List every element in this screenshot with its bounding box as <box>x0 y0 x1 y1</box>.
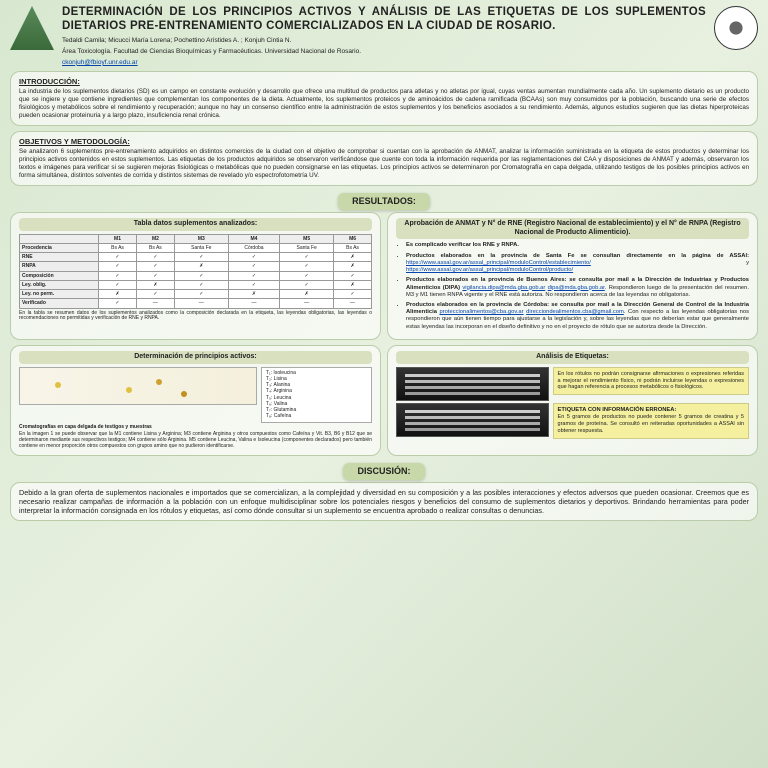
title-block: DETERMINACIÓN DE LOS PRINCIPIOS ACTIVOS … <box>62 6 706 67</box>
table-row: RNE✓✓✓✓✓✗ <box>20 253 372 262</box>
table-row: Ley. no perm.✗✓✓✗✗✓ <box>20 290 372 299</box>
chrom-caption: Cromatografías en capa delgada de testig… <box>19 424 152 430</box>
anmat-bullet-1: Es complicado verificar los RNE y RNPA. <box>406 242 749 249</box>
university-logo-icon <box>714 6 758 50</box>
intro-text: La industria de los suplementos dietario… <box>19 88 749 119</box>
anmat-title: Aprobación de ANMAT y N° de RNE (Registr… <box>396 218 749 240</box>
label-warning-2: ETIQUETA CON INFORMACIÓN ERRONEA:En 5 gr… <box>553 403 749 439</box>
affiliation-line: Área Toxicología. Facultad de Ciencias B… <box>62 48 706 56</box>
anmat-bullet-2: Productos elaborados en la provincia de … <box>406 253 749 275</box>
discussion-banner: DISCUSIÓN: <box>343 463 424 480</box>
poster-title: DETERMINACIÓN DE LOS PRINCIPIOS ACTIVOS … <box>62 6 706 34</box>
labels-title: Análisis de Etiquetas: <box>396 351 749 364</box>
objectives-section: OBJETIVOS Y METODOLOGÍA: Se analizaron 6… <box>10 131 758 186</box>
label-warning-1: En los rótulos no podrán consignarse afi… <box>553 367 749 396</box>
authors-line: Tedaldi Camila; Micucci María Lorena; Po… <box>62 37 706 45</box>
table-header: M5 <box>280 234 334 243</box>
faculty-logo-icon <box>10 6 54 50</box>
chromatography-legend: T₁: IsoleucinaT₂: LisinaT₃: AlaninaT₄: A… <box>261 367 372 423</box>
label-photo-1 <box>396 367 549 401</box>
discussion-section: Debido a la gran oferta de suplementos n… <box>10 482 758 521</box>
table-header: M3 <box>174 234 228 243</box>
table-row: Ley. oblig.✓✗✓✓✓✗ <box>20 280 372 289</box>
table-row: ProcedenciaBs AsBs AsSanta FeCórdobaSant… <box>20 243 372 252</box>
labels-panel: Análisis de Etiquetas: En los rótulos no… <box>387 345 758 456</box>
chromatography-panel: Determinación de principios activos: T₁:… <box>10 345 381 456</box>
table-row: Composición✓✓✓✓✓✓ <box>20 271 372 280</box>
table-row: RNPA✓✓✗✓✓✗ <box>20 262 372 271</box>
table-panel: Tabla datos suplementos analizados: M1M2… <box>10 212 381 340</box>
intro-heading: INTRODUCCIÓN: <box>19 77 749 86</box>
table-header: M6 <box>334 234 372 243</box>
table-footnote: En la tabla se resumen datos de los supl… <box>19 311 372 323</box>
label-photo-2 <box>396 403 549 437</box>
discussion-text: Debido a la gran oferta de suplementos n… <box>19 488 749 515</box>
objectives-heading: OBJETIVOS Y METODOLOGÍA: <box>19 137 749 146</box>
table-header: M2 <box>136 234 174 243</box>
anmat-panel: Aprobación de ANMAT y N° de RNE (Registr… <box>387 212 758 340</box>
anmat-bullet-4: Productos elaborados en la provincia de … <box>406 302 749 331</box>
contact-email[interactable]: ckonjuh@fbioyf.unr.edu.ar <box>62 59 138 66</box>
anmat-bullet-3: Productos elaborados en la provincia de … <box>406 277 749 299</box>
chrom-note: En la imagen 1 se puede observar que la … <box>19 432 372 449</box>
legend-item: T₈: Cafeína <box>266 413 367 419</box>
table-header: M4 <box>228 234 280 243</box>
table-header: M1 <box>99 234 137 243</box>
table-header <box>20 234 99 243</box>
objectives-text: Se analizaron 6 suplementos pre-entrenam… <box>19 148 749 179</box>
chromatography-title: Determinación de principios activos: <box>19 351 372 364</box>
introduction-section: INTRODUCCIÓN: La industria de los suplem… <box>10 71 758 126</box>
table-title: Tabla datos suplementos analizados: <box>19 218 372 231</box>
chromatography-image <box>19 367 257 405</box>
table-row: Verificado✓————— <box>20 299 372 308</box>
supplements-table: M1M2M3M4M5M6 ProcedenciaBs AsBs AsSanta … <box>19 234 372 309</box>
results-banner: RESULTADOS: <box>338 193 430 210</box>
poster-header: DETERMINACIÓN DE LOS PRINCIPIOS ACTIVOS … <box>10 6 758 67</box>
